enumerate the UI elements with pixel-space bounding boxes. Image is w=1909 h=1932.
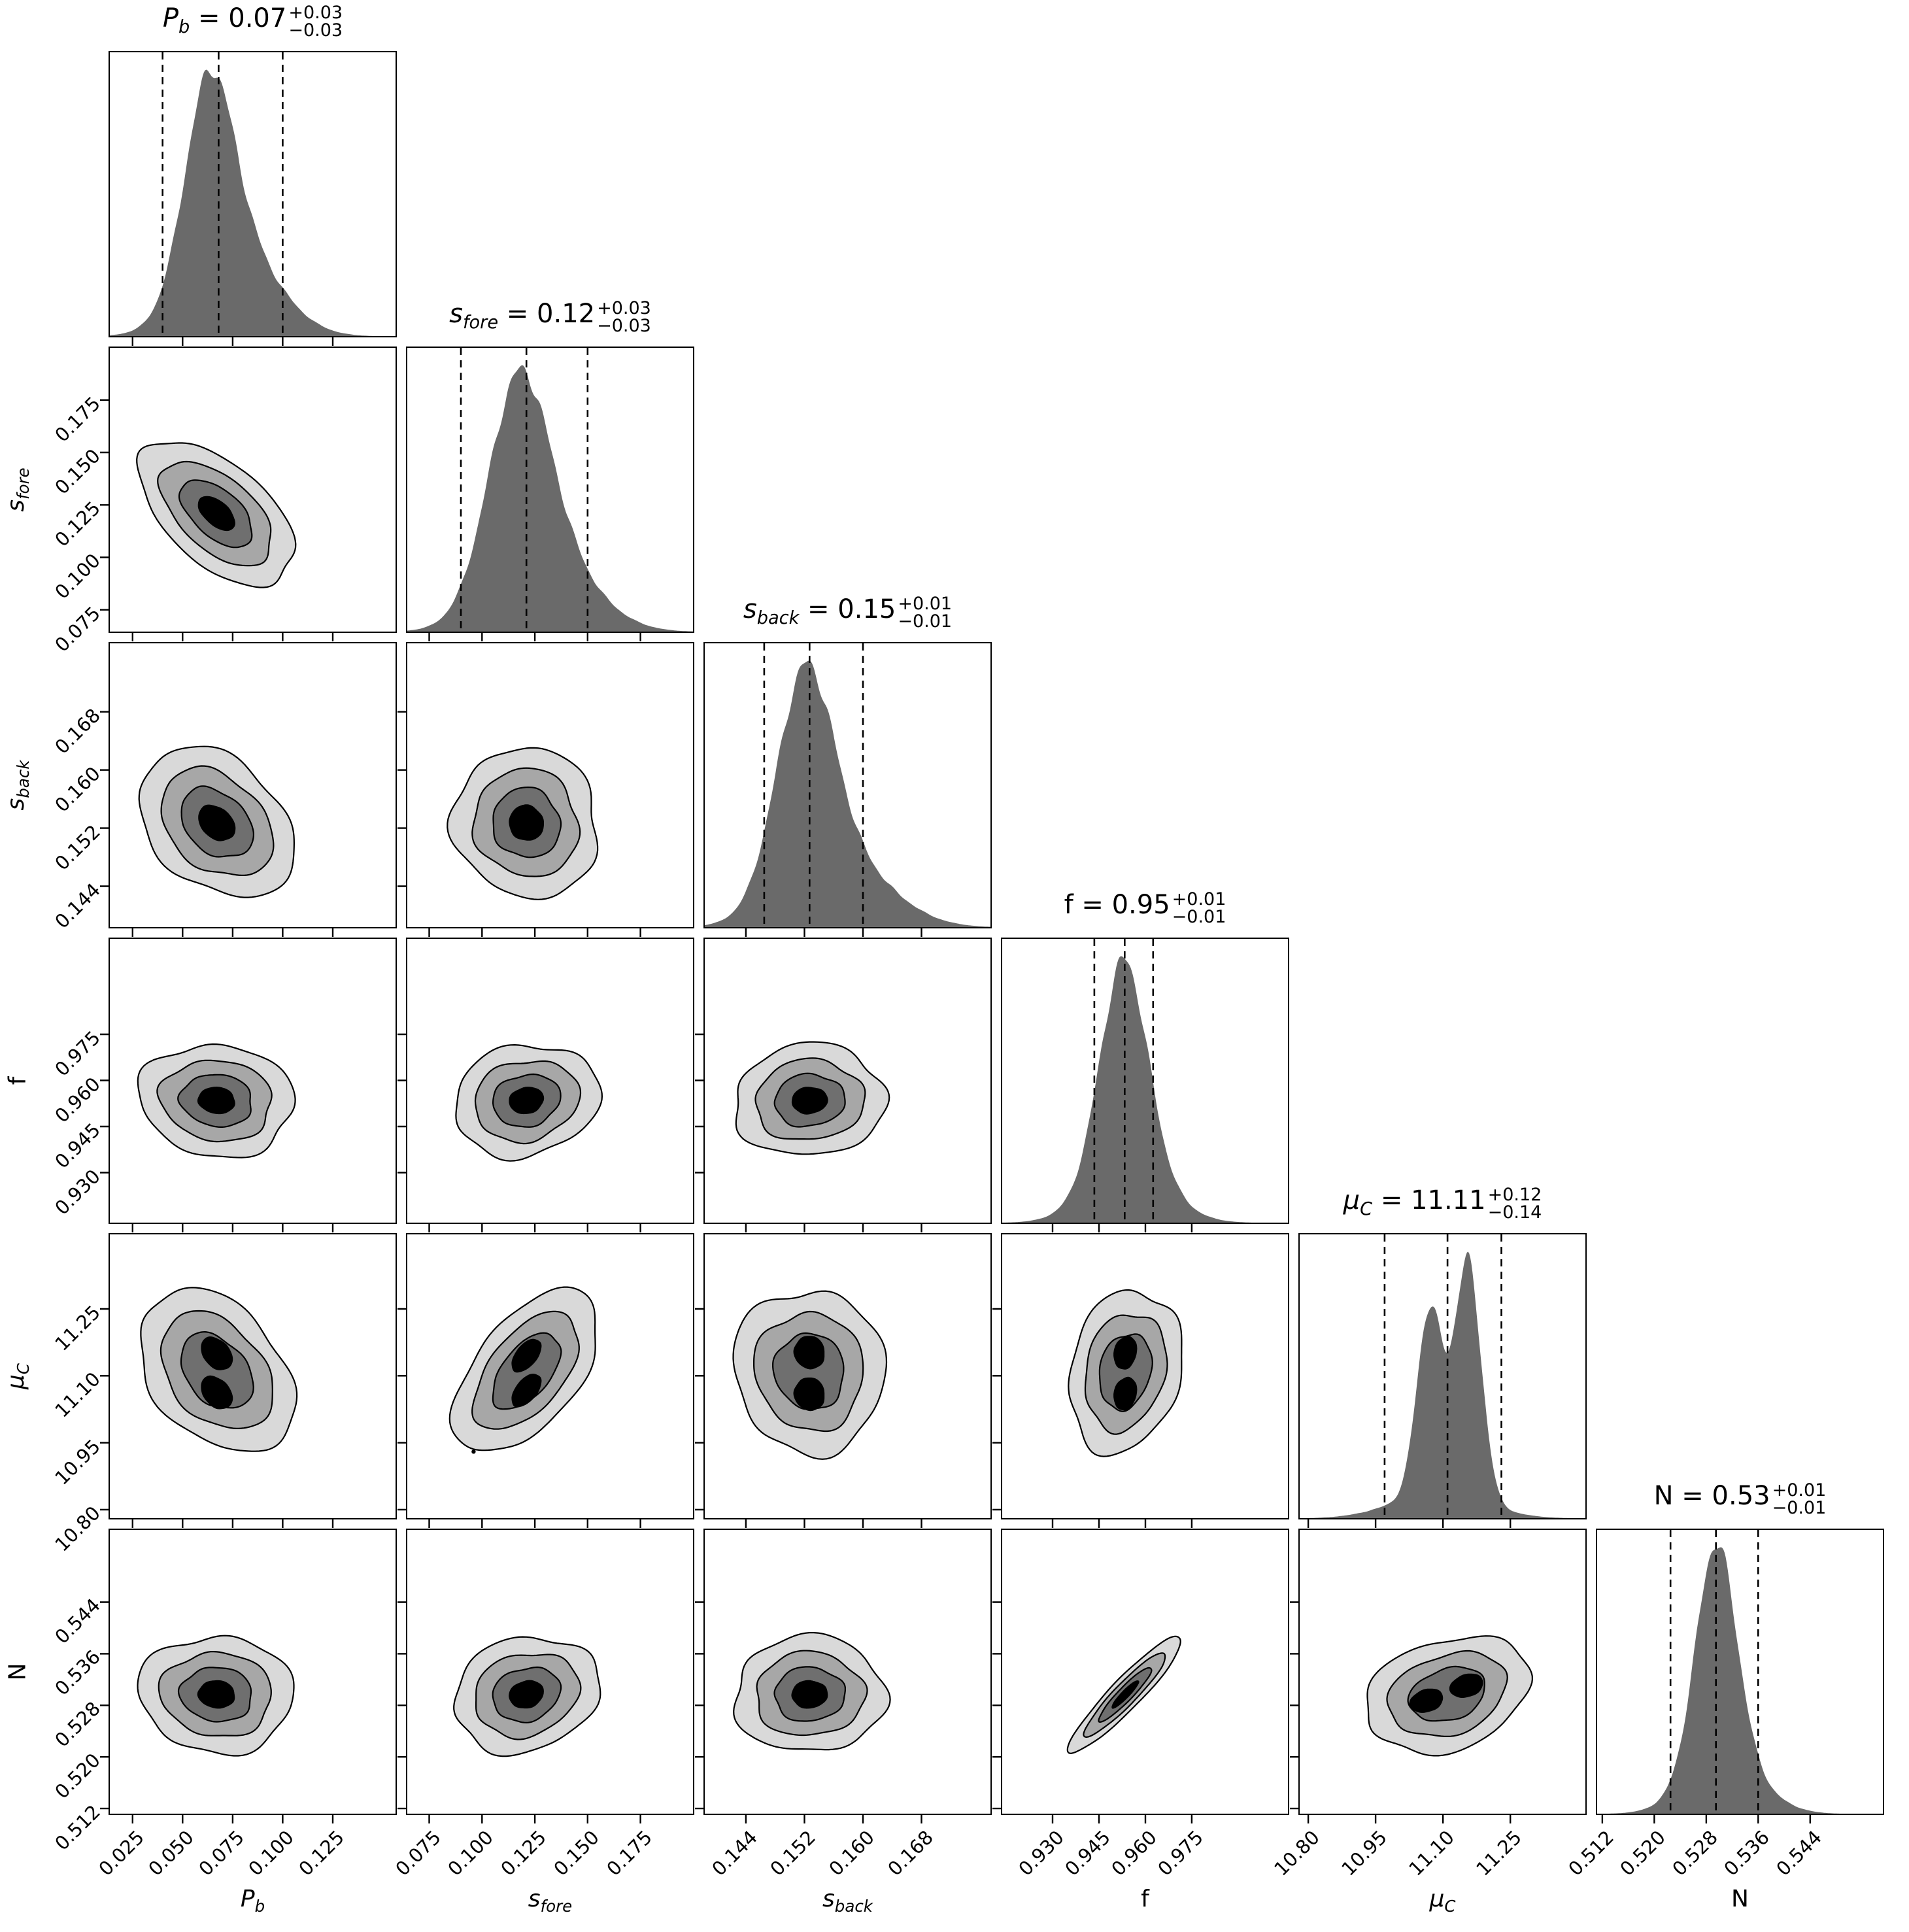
contour-panel-s_fore-vs-P_b <box>100 347 397 641</box>
hist-panel-P_b <box>109 51 397 346</box>
contour-panel-f-vs-s_fore <box>397 938 694 1232</box>
contour-panel-mu_C-vs-s_fore <box>397 1233 694 1528</box>
hist-panel-N <box>1596 1529 1884 1823</box>
y-axis-label-s_back: sback <box>2 760 33 811</box>
contour-panel-N-vs-s_fore <box>397 1529 694 1823</box>
x-axis-label-s_back: sback <box>822 1886 873 1916</box>
y-axis-label-s_fore: sfore <box>2 467 33 512</box>
contour-panel-mu_C-vs-s_back <box>695 1233 992 1528</box>
contour-panel-f-vs-s_back <box>695 938 992 1232</box>
hist-panel-s_fore <box>406 347 694 641</box>
title-N: N = 0.53 +0.01 −0.01 <box>1653 1480 1827 1519</box>
title-f: f = 0.95 +0.01 −0.01 <box>1064 889 1226 928</box>
hist-panel-f <box>1001 938 1289 1232</box>
hist-panel-mu_C <box>1298 1233 1587 1528</box>
contour-panel-mu_C-vs-f <box>992 1233 1289 1528</box>
x-axis-label-N: N <box>1731 1886 1749 1912</box>
contour-panel-N-vs-f <box>992 1529 1289 1823</box>
contour-panel-s_back-vs-P_b <box>100 642 397 937</box>
title-P_b: Pb = 0.07 +0.03 −0.03 <box>162 3 343 41</box>
x-axis-label-f: f <box>1141 1886 1149 1912</box>
contour-panel-N-vs-s_back <box>695 1529 992 1823</box>
x-axis-label-s_fore: sfore <box>528 1886 573 1916</box>
contour-panel-N-vs-mu_C <box>1290 1529 1587 1823</box>
contour-panel-mu_C-vs-P_b <box>100 1233 397 1528</box>
y-axis-label-N: N <box>4 1663 31 1681</box>
x-axis-label-P_b: Pb <box>240 1886 265 1916</box>
hist-panel-s_back <box>703 642 992 937</box>
y-axis-label-f: f <box>4 1076 31 1085</box>
contour-panel-N-vs-P_b <box>100 1529 397 1823</box>
contour-panel-s_back-vs-s_fore <box>397 642 694 937</box>
title-mu_C: μC = 11.11 +0.12 −0.14 <box>1343 1185 1542 1223</box>
x-axis-label-mu_C: μC <box>1429 1886 1456 1916</box>
title-s_back: sback = 0.15 +0.01 −0.01 <box>743 594 953 632</box>
contour-panel-f-vs-P_b <box>100 938 397 1232</box>
y-axis-label-mu_C: μC <box>2 1363 33 1389</box>
title-s_fore: sfore = 0.12 +0.03 −0.03 <box>449 298 651 337</box>
